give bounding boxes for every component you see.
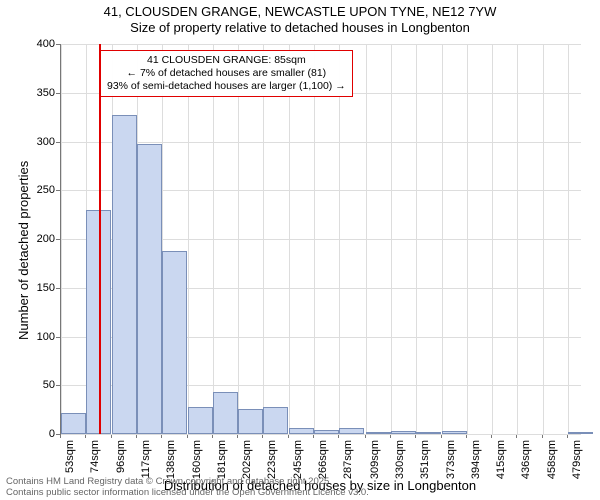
plot-area: [60, 44, 581, 435]
annotation-box: 41 CLOUSDEN GRANGE: 85sqm← 7% of detache…: [100, 50, 353, 97]
histogram-bar: [366, 432, 391, 434]
y-tick-label: 350: [0, 87, 55, 99]
y-tick-label: 400: [0, 38, 55, 50]
histogram-bar: [314, 430, 339, 434]
histogram-bar: [188, 407, 213, 434]
y-tick-label: 300: [0, 136, 55, 148]
chart-container: 41, CLOUSDEN GRANGE, NEWCASTLE UPON TYNE…: [0, 0, 600, 500]
histogram-bar: [263, 407, 288, 434]
gridline-v: [568, 44, 569, 434]
annotation-line-3: 93% of semi-detached houses are larger (…: [107, 80, 346, 93]
histogram-bar: [289, 428, 314, 434]
gridline-v: [467, 44, 468, 434]
gridline-v: [339, 44, 340, 434]
y-tick-label: 100: [0, 331, 55, 343]
histogram-bar: [442, 431, 467, 434]
gridline-v: [442, 44, 443, 434]
histogram-bar: [162, 251, 187, 434]
gridline-v: [366, 44, 367, 434]
y-tick-label: 150: [0, 282, 55, 294]
gridline-h: [61, 434, 581, 435]
chart-title-block: 41, CLOUSDEN GRANGE, NEWCASTLE UPON TYNE…: [0, 4, 600, 36]
histogram-bar: [61, 413, 86, 434]
histogram-bar: [137, 144, 162, 434]
gridline-v: [543, 44, 544, 434]
title-line-1: 41, CLOUSDEN GRANGE, NEWCASTLE UPON TYNE…: [0, 4, 600, 20]
gridline-v: [61, 44, 62, 434]
gridline-h: [61, 142, 581, 143]
gridline-v: [188, 44, 189, 434]
histogram-bar: [238, 409, 263, 434]
annotation-line-2: ← 7% of detached houses are smaller (81): [107, 67, 346, 80]
histogram-bar: [112, 115, 137, 434]
annotation-line-1: 41 CLOUSDEN GRANGE: 85sqm: [107, 54, 346, 67]
y-tick-label: 200: [0, 233, 55, 245]
gridline-v: [517, 44, 518, 434]
y-tick-label: 0: [0, 428, 55, 440]
property-marker-line: [99, 44, 101, 434]
histogram-bar: [568, 432, 593, 434]
gridline-v: [416, 44, 417, 434]
gridline-v: [391, 44, 392, 434]
title-line-2: Size of property relative to detached ho…: [0, 20, 600, 36]
gridline-v: [289, 44, 290, 434]
gridline-v: [492, 44, 493, 434]
gridline-h: [61, 44, 581, 45]
histogram-bar: [339, 428, 364, 434]
histogram-bar: [213, 392, 238, 434]
footer-line-2: Contains public sector information licen…: [6, 487, 369, 498]
histogram-bar: [416, 432, 441, 434]
gridline-v: [314, 44, 315, 434]
histogram-bar: [391, 431, 416, 434]
gridline-v: [213, 44, 214, 434]
gridline-v: [263, 44, 264, 434]
y-tick-label: 250: [0, 184, 55, 196]
footer-line-1: Contains HM Land Registry data © Crown c…: [6, 476, 369, 487]
footer-attribution: Contains HM Land Registry data © Crown c…: [6, 476, 369, 498]
gridline-v: [238, 44, 239, 434]
y-tick-label: 50: [0, 379, 55, 391]
